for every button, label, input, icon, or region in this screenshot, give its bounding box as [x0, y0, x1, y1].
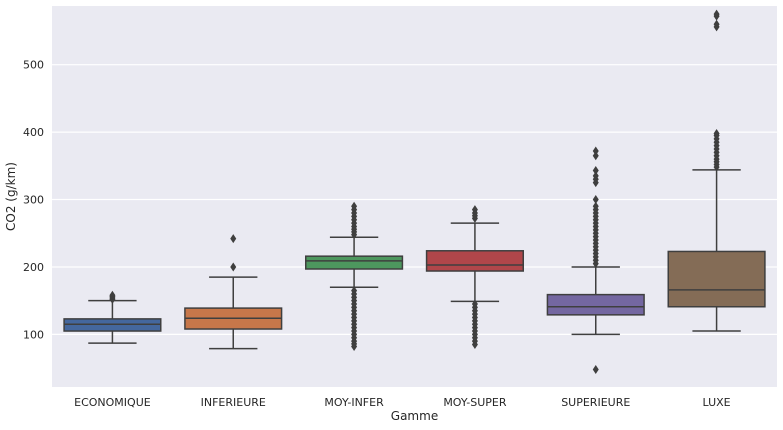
outlier-point: [471, 205, 478, 215]
outlier-point: [713, 9, 720, 19]
x-tick-label: MOY-INFER: [324, 396, 384, 409]
outlier-point: [592, 195, 599, 205]
y-tick-label: 200: [23, 261, 44, 274]
x-tick-label: SUPERIEURE: [561, 396, 630, 409]
x-tick-labels: ECONOMIQUE INFERIEURE MOY-INFER MOY-SUPER SU…: [74, 396, 731, 409]
x-tick-label: LUXE: [703, 396, 731, 409]
box-moy-infer: [305, 201, 404, 352]
x-tick-label: ECONOMIQUE: [74, 396, 151, 409]
y-tick-label: 300: [23, 194, 44, 207]
outlier-point: [351, 286, 358, 296]
box-iqr: [305, 255, 404, 270]
grid-lines: [52, 64, 777, 336]
outlier-point: [592, 151, 599, 161]
outlier-point: [109, 290, 116, 300]
box-economique: [63, 290, 162, 344]
y-tick-label: 100: [23, 328, 44, 341]
plot-background: [52, 6, 777, 387]
outlier-point: [713, 128, 720, 138]
y-tick-label: 400: [23, 126, 44, 139]
x-tick-label: INFERIEURE: [201, 396, 266, 409]
y-axis-label: CO2 (g/km): [4, 162, 18, 231]
box-group: [63, 9, 766, 374]
outlier-point: [592, 201, 599, 211]
outlier-point: [592, 166, 599, 176]
box-iqr: [546, 293, 645, 316]
box-luxe: [667, 9, 766, 332]
outlier-point: [351, 201, 358, 211]
x-axis-label: Gamme: [391, 409, 438, 423]
outlier-point: [230, 234, 237, 244]
outlier-point: [592, 146, 599, 156]
box-iqr: [667, 250, 766, 308]
box-moy-super: [425, 205, 525, 350]
outlier-point: [471, 299, 478, 309]
y-tick-label: 500: [23, 59, 44, 72]
box-inferieure: [184, 234, 283, 350]
y-tick-labels: 100 200 300 400 500: [23, 59, 44, 342]
outlier-point: [230, 262, 237, 272]
box-superieure: [546, 146, 645, 374]
box-iqr: [425, 250, 525, 272]
x-tick-label: MOY-SUPER: [443, 396, 507, 409]
outlier-point: [592, 364, 599, 374]
outlier-point: [592, 171, 599, 181]
outlier-point: [713, 19, 720, 29]
